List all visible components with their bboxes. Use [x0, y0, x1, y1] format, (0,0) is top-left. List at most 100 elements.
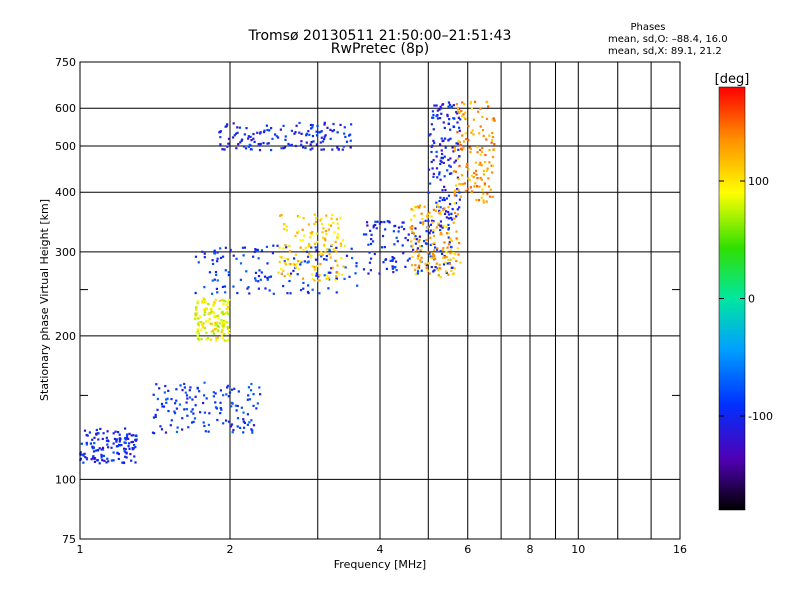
data-point [258, 269, 261, 272]
data-point [252, 132, 255, 136]
data-point [414, 273, 417, 276]
data-point [343, 132, 346, 135]
data-point [215, 287, 219, 290]
data-point [226, 311, 229, 314]
data-point [179, 384, 182, 387]
data-point [443, 212, 447, 215]
data-point [453, 211, 457, 215]
data-point [175, 388, 178, 391]
data-point [245, 127, 248, 130]
data-point [205, 397, 208, 400]
data-point [118, 437, 122, 440]
data-point [425, 238, 428, 242]
data-point [183, 382, 186, 386]
data-point [106, 457, 109, 460]
data-point [248, 398, 252, 401]
data-point [323, 274, 326, 277]
data-point [441, 249, 444, 252]
data-point [211, 262, 215, 266]
data-point [417, 204, 420, 208]
data-point [329, 137, 332, 140]
data-point [418, 264, 421, 267]
data-point [183, 386, 186, 389]
data-point [221, 148, 224, 151]
data-point [300, 140, 303, 143]
data-point [442, 256, 445, 259]
data-point [197, 317, 201, 320]
data-point [316, 264, 319, 268]
data-point [112, 451, 115, 454]
data-point [284, 263, 288, 266]
data-point [268, 129, 271, 132]
data-point [458, 206, 461, 209]
data-point [449, 248, 452, 252]
data-point [412, 209, 415, 212]
data-point [443, 126, 446, 130]
data-point [432, 172, 435, 176]
data-point [469, 147, 473, 151]
y-tick-label: 500 [55, 140, 76, 153]
data-point [190, 410, 193, 413]
data-point [438, 263, 441, 266]
data-point [457, 178, 460, 181]
data-point [430, 145, 433, 148]
data-point [381, 234, 385, 238]
data-point [457, 148, 460, 151]
data-point [302, 281, 305, 285]
data-point [334, 240, 337, 243]
data-point [216, 321, 219, 324]
data-point [456, 208, 459, 211]
data-point [453, 146, 457, 149]
data-point [410, 218, 413, 221]
data-point [432, 256, 435, 260]
data-point [335, 246, 338, 249]
data-point [202, 421, 205, 424]
data-point [130, 434, 133, 437]
data-point [212, 391, 215, 394]
data-point [420, 269, 423, 272]
data-point [121, 461, 124, 464]
data-point [463, 116, 466, 119]
data-point [214, 270, 218, 274]
data-point [485, 117, 489, 121]
data-point [413, 206, 417, 209]
data-point [475, 173, 478, 176]
data-point [432, 208, 435, 211]
data-point [416, 257, 419, 260]
data-point [188, 389, 191, 392]
data-point [356, 284, 359, 287]
data-point [274, 133, 277, 136]
data-point [246, 423, 249, 426]
data-point [445, 216, 448, 219]
data-point [221, 255, 225, 258]
data-point [86, 434, 89, 437]
data-point [315, 216, 318, 220]
data-point [201, 324, 204, 327]
data-point [435, 114, 438, 118]
data-point [416, 267, 420, 270]
data-point [474, 169, 478, 172]
data-point [440, 137, 443, 140]
data-point [343, 244, 346, 247]
data-point [443, 175, 446, 178]
data-point [313, 268, 316, 271]
data-point [128, 432, 131, 435]
data-point [323, 135, 326, 138]
data-point [438, 173, 441, 176]
data-point [434, 209, 438, 212]
data-point [440, 107, 443, 110]
data-point [444, 188, 447, 192]
data-point [315, 130, 318, 133]
data-point [206, 320, 210, 323]
y-tick-label: 300 [55, 246, 76, 259]
data-point [462, 147, 465, 150]
data-point [259, 142, 262, 146]
data-point [194, 404, 197, 407]
data-point [231, 136, 235, 139]
data-point [469, 100, 473, 104]
data-point [427, 168, 431, 171]
data-point [344, 135, 347, 139]
data-point [239, 262, 243, 265]
data-point [335, 218, 338, 221]
data-point [442, 196, 445, 200]
